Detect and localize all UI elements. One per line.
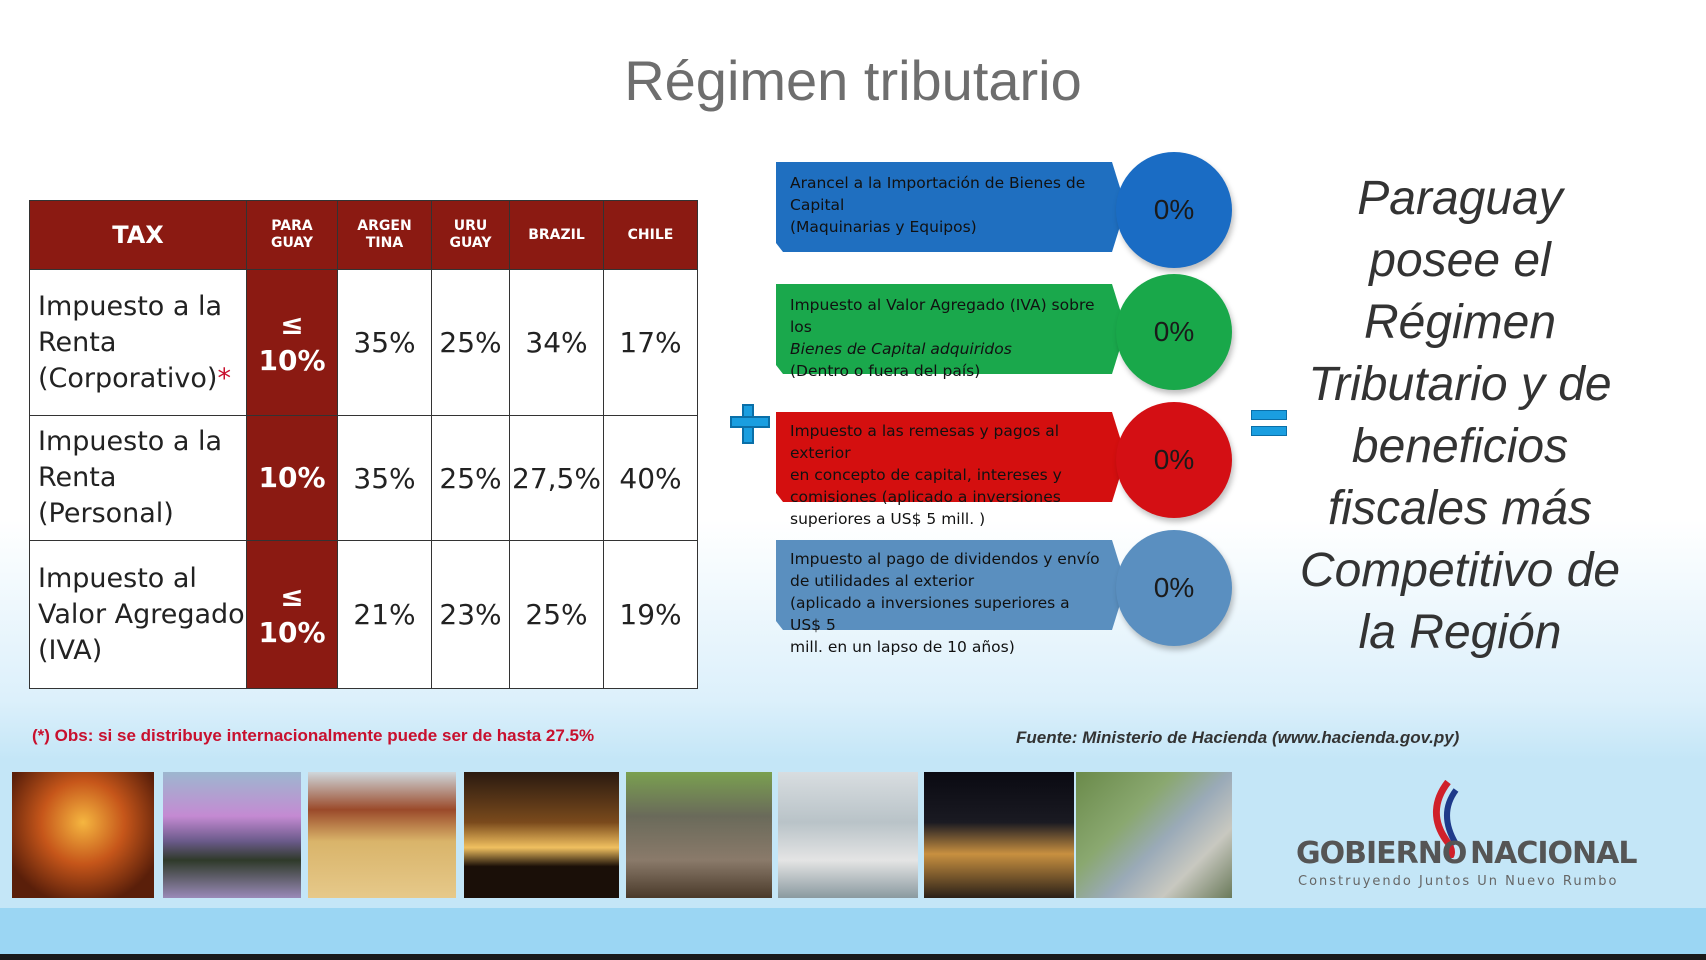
row-label: Impuesto al Valor Agregado (IVA) <box>29 540 247 689</box>
rate-badge: 0% <box>1116 274 1232 390</box>
tax-comparison-table: TAX PARA GUAY ARGEN TINA URU GUAY BRAZIL… <box>29 200 698 689</box>
benefit-bar <box>776 162 1126 252</box>
soybean-harvest-photo <box>308 772 456 898</box>
benefit-dividends: Impuesto al pago de dividendos y envío de… <box>776 530 1232 656</box>
source-note: Fuente: Ministerio de Hacienda (www.haci… <box>1016 728 1460 747</box>
bottom-line <box>0 954 1706 960</box>
table-row: Impuesto al Valor Agregado (IVA) ≤ 10% 2… <box>29 540 698 689</box>
table-row: Impuesto a la Renta (Corporativo)* ≤ 10%… <box>29 269 698 416</box>
header-tax: TAX <box>29 200 247 270</box>
row-label: Impuesto a la Renta (Corporativo)* <box>29 269 247 416</box>
gobierno-nacional-logo: GOBIERNO NACIONAL Construyendo Juntos Un… <box>1290 778 1640 898</box>
cell-argentina: 35% <box>337 269 432 416</box>
benefit-bar <box>776 284 1126 374</box>
rate-badge: 0% <box>1116 152 1232 268</box>
cattle-herd-photo <box>626 772 772 898</box>
plus-icon <box>730 404 770 444</box>
header-brazil: BRAZIL <box>509 200 604 270</box>
logo-word-nacional: NACIONAL <box>1470 836 1637 871</box>
cell-chile: 19% <box>603 540 698 689</box>
benefit-text: Impuesto al Valor Agregado (IVA) sobre l… <box>790 296 1095 380</box>
cell-uruguay: 23% <box>431 540 510 689</box>
benefit-import-tariff: Arancel a la Importación de Bienes de Cap… <box>776 152 1232 268</box>
cell-paraguay: ≤ 10% <box>246 269 338 416</box>
sunset-palms-photo <box>464 772 619 898</box>
rate-badge: 0% <box>1116 402 1232 518</box>
header-argentina: ARGEN TINA <box>337 200 432 270</box>
competitiveness-claim: Paraguay posee el Régimen Tributario y d… <box>1299 172 1621 659</box>
cell-chile: 17% <box>603 269 698 416</box>
table-row: Impuesto a la Renta (Personal) 10% 35% 2… <box>29 415 698 541</box>
cell-argentina: 21% <box>337 540 432 689</box>
benefit-bar <box>776 540 1126 630</box>
header-chile: CHILE <box>603 200 698 270</box>
equals-icon <box>1251 410 1287 438</box>
benefit-iva-capital-goods: Impuesto al Valor Agregado (IVA) sobre l… <box>776 274 1232 390</box>
cell-paraguay: ≤ 10% <box>246 540 338 689</box>
benefit-text: Arancel a la Importación de Bienes de Cap… <box>790 174 1086 236</box>
benefit-bar <box>776 412 1126 502</box>
lapacho-tree-photo <box>163 772 301 898</box>
footnote: (*) Obs: si se distribuye internacionalm… <box>32 726 595 745</box>
page-title: Régimen tributario <box>624 49 1082 112</box>
cell-brazil: 27,5% <box>509 415 604 541</box>
cell-brazil: 34% <box>509 269 604 416</box>
night-city-photo <box>924 772 1074 898</box>
cell-brazil: 25% <box>509 540 604 689</box>
cell-uruguay: 25% <box>431 269 510 416</box>
flag-swoosh-icon <box>1432 780 1459 858</box>
row-label: Impuesto a la Renta (Personal) <box>29 415 247 541</box>
factory-workers-photo <box>778 772 918 898</box>
cell-uruguay: 25% <box>431 415 510 541</box>
river-barge-photo <box>1076 772 1232 898</box>
table-header-row: TAX PARA GUAY ARGEN TINA URU GUAY BRAZIL… <box>29 200 698 270</box>
benefit-remittances: Impuesto a las remesas y pagos al exteri… <box>776 402 1232 528</box>
cell-paraguay: 10% <box>246 415 338 541</box>
benefit-text: Impuesto a las remesas y pagos al exteri… <box>790 422 1062 528</box>
cell-chile: 40% <box>603 415 698 541</box>
rate-badge: 0% <box>1116 530 1232 646</box>
cell-argentina: 35% <box>337 415 432 541</box>
header-paraguay: PARA GUAY <box>246 200 338 270</box>
logo-word-gobierno: GOBIERNO <box>1296 836 1467 871</box>
palace-photo <box>12 772 154 898</box>
header-uruguay: URU GUAY <box>431 200 510 270</box>
benefit-text: Impuesto al pago de dividendos y envío de… <box>790 550 1100 656</box>
asterisk-note-marker: * <box>217 362 231 394</box>
bottom-band <box>0 908 1706 954</box>
logo-tagline: Construyendo Juntos Un Nuevo Rumbo <box>1298 874 1619 889</box>
